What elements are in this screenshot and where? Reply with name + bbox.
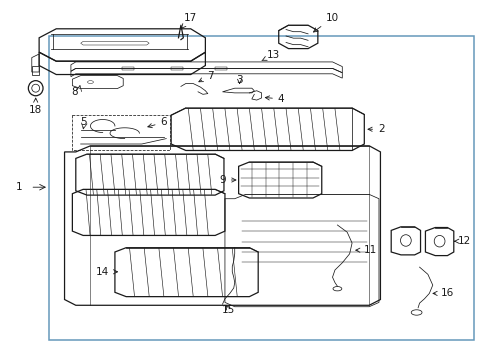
Text: 18: 18 <box>29 98 42 115</box>
Text: 8: 8 <box>71 87 78 97</box>
Text: 12: 12 <box>454 236 470 246</box>
Text: 11: 11 <box>355 245 376 255</box>
Text: 7: 7 <box>199 71 213 82</box>
Text: 6: 6 <box>147 117 167 128</box>
Text: 16: 16 <box>432 288 453 298</box>
Text: 4: 4 <box>265 94 284 104</box>
Text: 15: 15 <box>222 305 235 315</box>
Text: 1: 1 <box>16 182 23 192</box>
Text: 10: 10 <box>313 13 338 32</box>
Text: 2: 2 <box>367 124 384 134</box>
Text: 9: 9 <box>219 175 235 185</box>
Text: 13: 13 <box>262 50 280 60</box>
Text: 3: 3 <box>236 75 243 85</box>
Text: 17: 17 <box>181 13 197 28</box>
Text: 14: 14 <box>96 267 117 277</box>
Text: 5: 5 <box>80 117 86 127</box>
